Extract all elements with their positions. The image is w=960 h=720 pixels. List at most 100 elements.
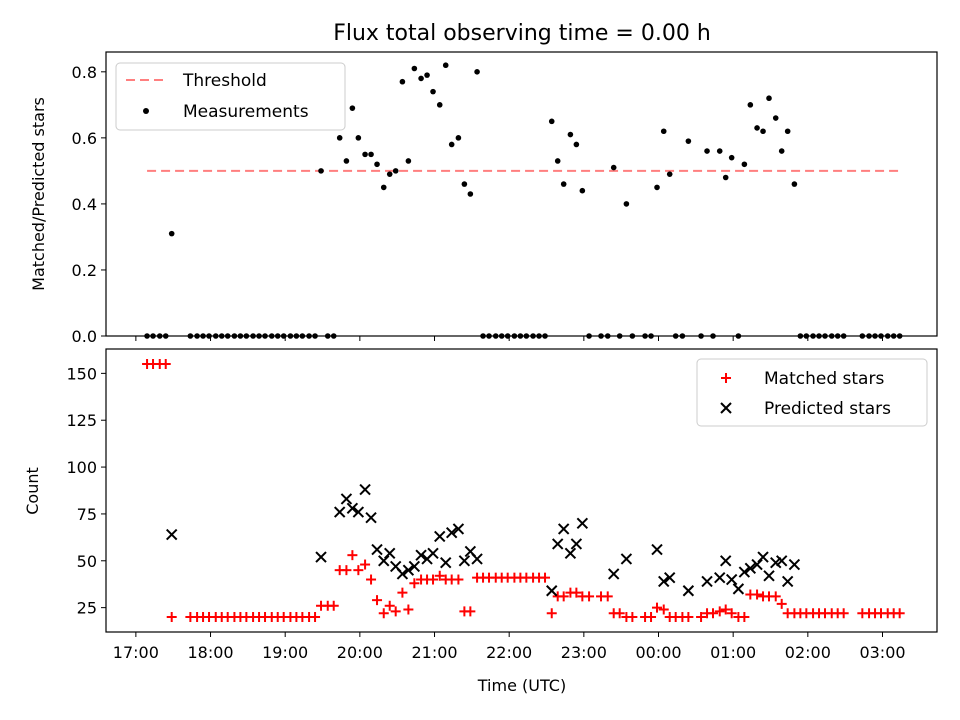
measurement-point: [436, 102, 443, 108]
matched-star-point: [696, 612, 707, 623]
measurement-point: [343, 158, 350, 164]
predicted-star-point: [775, 555, 788, 567]
predicted-star-point: [608, 568, 620, 580]
x-tick-label: 01:00: [710, 643, 756, 662]
count-y-tick-label: 25: [77, 599, 97, 618]
measurement-point: [834, 333, 841, 339]
count-y-tick-label: 75: [77, 505, 97, 524]
measurement-point: [623, 201, 630, 207]
matched-star-point: [160, 358, 171, 369]
measurement-point: [754, 125, 760, 131]
predicted-star-point: [352, 506, 365, 518]
measurement-point: [144, 333, 150, 339]
predicted-star-point: [371, 543, 383, 556]
measurement-point: [722, 174, 729, 181]
matched-star-point: [726, 608, 737, 619]
measurement-point: [448, 141, 455, 148]
measurement-point: [704, 148, 710, 154]
measurement-point: [610, 164, 617, 171]
measurement-point: [474, 69, 480, 75]
matched-star-point: [627, 612, 638, 623]
count-x-ticks: 17:00 18:00 19:00 20:00 21:00 22:00 23:00 00:00…: [113, 632, 906, 662]
count-y-ticks: 25 50 75 100 125 150: [66, 364, 106, 618]
predicted-star-point: [564, 547, 577, 559]
measurement-point: [803, 333, 810, 339]
matched-star-point: [540, 572, 551, 583]
matched-star-point: [752, 589, 763, 600]
x-tick-label: 18:00: [187, 643, 233, 662]
measurement-point: [280, 333, 287, 339]
predicted-star-point: [458, 555, 471, 567]
measurement-point: [579, 187, 586, 194]
measurement-point: [672, 333, 679, 339]
matched-star-point: [434, 570, 445, 581]
measurement-point: [336, 135, 343, 141]
measurement-point: [716, 148, 723, 154]
measurement-point: [554, 158, 561, 164]
matched-star-point: [353, 565, 364, 576]
measurement-point: [256, 333, 262, 339]
predicted-star-point: [620, 553, 633, 565]
measurement-point: [368, 151, 374, 158]
count-y-tick-label: 100: [66, 458, 97, 477]
measurement-point: [604, 333, 611, 339]
legend-measurements-label: Measurements: [183, 102, 309, 122]
matched-star-point: [310, 612, 321, 623]
matched-star-point: [341, 565, 352, 576]
measurement-point: [150, 333, 156, 339]
measurement-point: [237, 333, 244, 339]
measurement-point: [486, 333, 492, 339]
x-tick-label: 02:00: [785, 643, 831, 662]
x-tick-label: 19:00: [262, 643, 308, 662]
measurement-point: [430, 88, 436, 95]
predicted-star-point: [346, 502, 359, 515]
measurement-points: [144, 62, 903, 339]
measurement-point: [355, 135, 362, 141]
matched-star-point: [614, 608, 625, 619]
measurement-point: [797, 333, 804, 339]
count-legend: Matched stars Predicted stars: [696, 358, 928, 427]
predicted-star-point: [651, 543, 663, 556]
measurement-point: [324, 333, 331, 339]
matched-star-point: [378, 608, 389, 619]
x-tick-label: 23:00: [561, 643, 607, 662]
matched-star-point: [776, 598, 787, 609]
matched-star-point: [708, 608, 719, 619]
matched-star-point: [403, 604, 414, 615]
measurement-point: [442, 62, 449, 69]
predicted-star-point: [682, 585, 695, 597]
measurement-point: [467, 191, 474, 197]
matched-star-point: [328, 600, 339, 611]
measurement-point: [735, 333, 742, 339]
count-y-tick-label: 150: [66, 364, 97, 383]
measurement-point: [530, 333, 536, 339]
measurement-point: [386, 171, 393, 177]
measurement-point: [330, 333, 337, 339]
predicted-star-point: [378, 555, 390, 567]
measurement-point: [822, 333, 828, 339]
measurement-point: [560, 181, 567, 187]
ratio-ylabel: Matched/Predicted stars: [29, 97, 48, 291]
matched-star-point: [390, 606, 401, 617]
measurement-point: [567, 131, 574, 138]
predicted-star-point: [427, 547, 439, 559]
measurement-point: [293, 333, 300, 339]
ratio-y-tick-label: 0.8: [72, 63, 97, 82]
matched-star-point: [546, 608, 557, 619]
matched-star-point: [571, 587, 582, 598]
matched-star-point: [384, 600, 395, 611]
ratio-legend: Threshold Measurements: [115, 62, 346, 131]
legend-measurements-swatch: [143, 108, 149, 114]
measurement-point: [268, 333, 275, 339]
matched-star-points: [142, 358, 905, 623]
measurement-point: [878, 333, 884, 339]
predicted-star-point: [408, 560, 421, 573]
measurement-point: [648, 333, 654, 339]
legend-predicted-label: Predicted stars: [764, 399, 891, 419]
measurement-point: [728, 154, 735, 161]
predicted-star-point: [744, 562, 757, 574]
legend-matched-swatch: [721, 373, 731, 383]
predicted-star-point: [732, 583, 745, 595]
measurement-point: [660, 128, 667, 135]
count-y-tick-label: 50: [77, 552, 97, 571]
